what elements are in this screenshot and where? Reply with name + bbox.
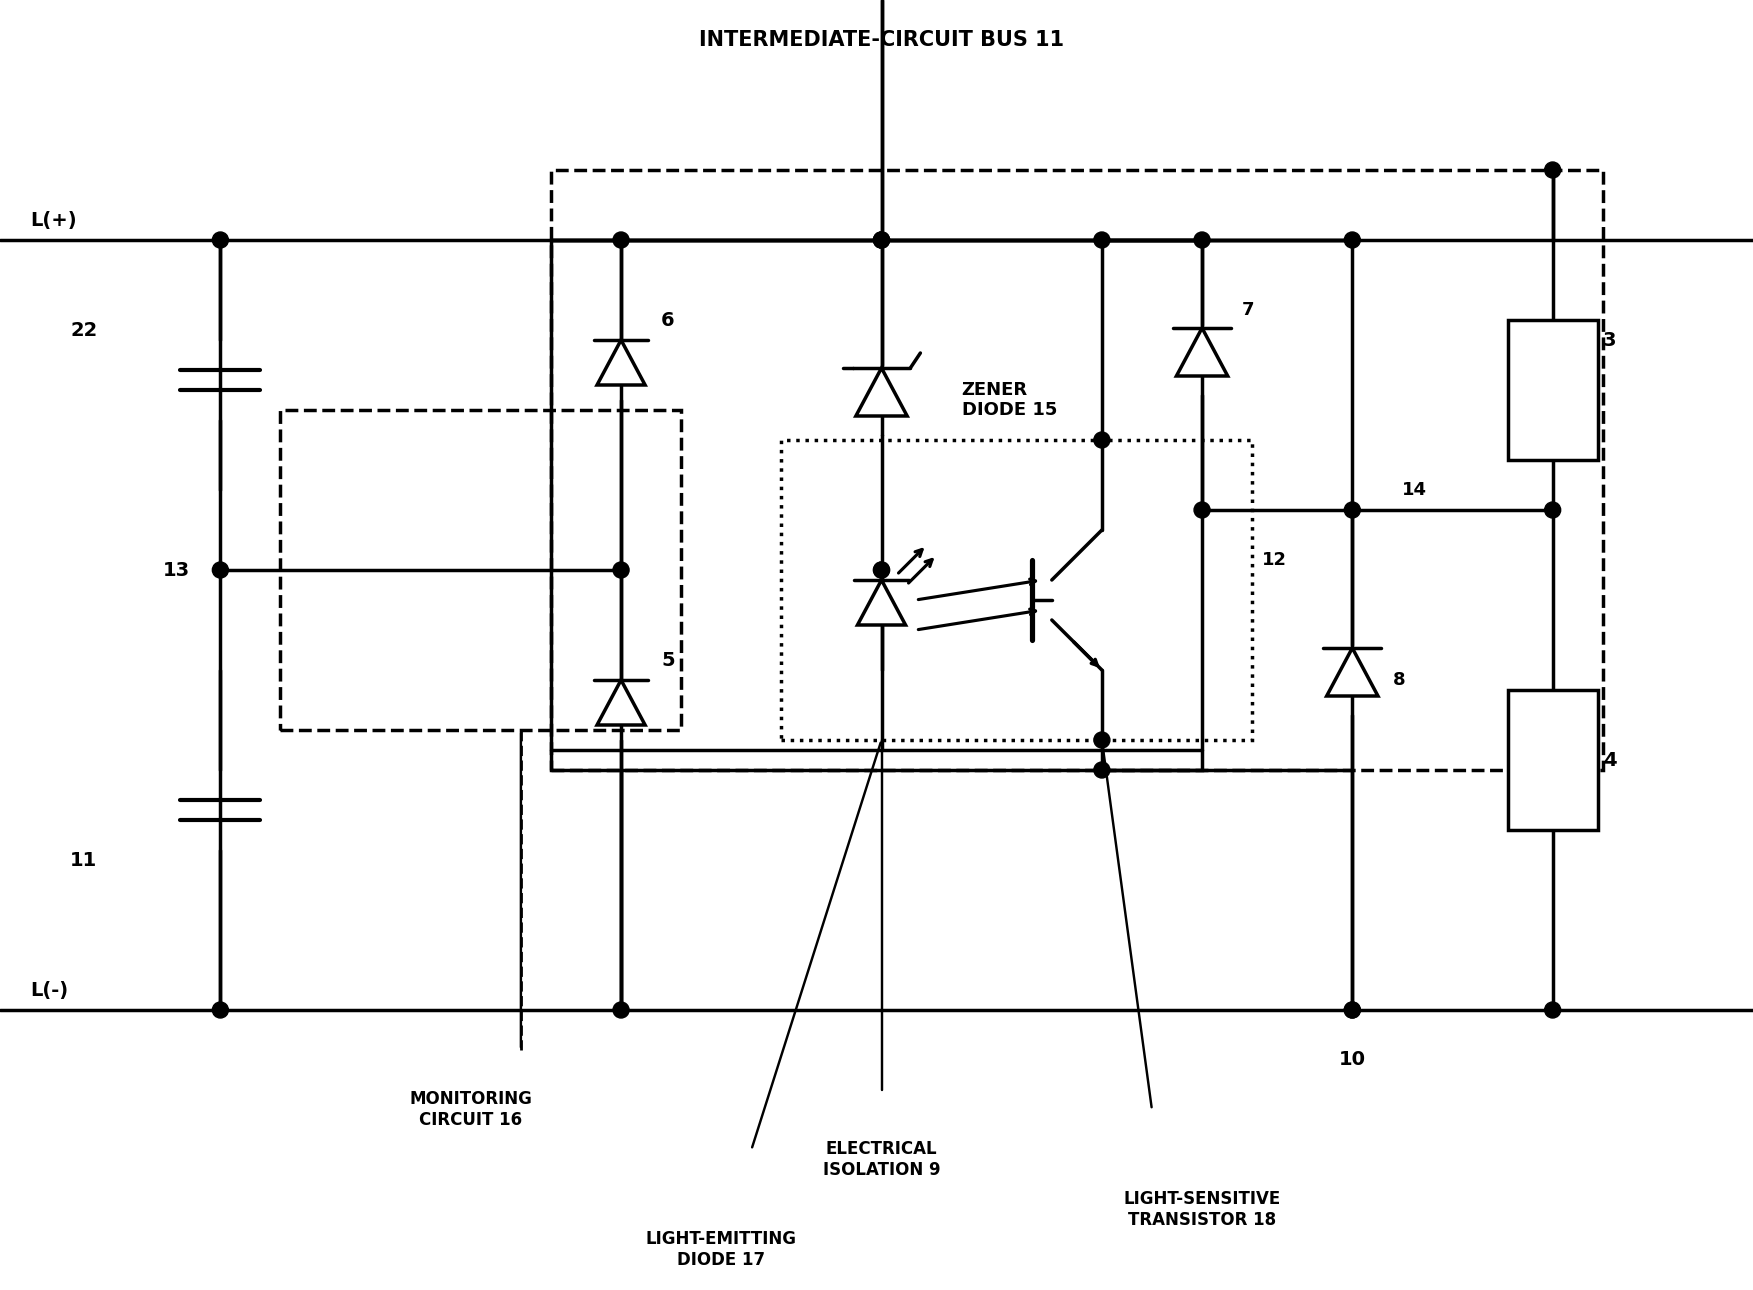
Bar — [280, 410, 682, 730]
Circle shape — [1544, 163, 1560, 178]
Text: 8: 8 — [1392, 671, 1404, 689]
Bar — [550, 170, 1602, 770]
Text: 5: 5 — [661, 650, 675, 670]
Text: 7: 7 — [1243, 301, 1255, 319]
Text: 6: 6 — [661, 311, 675, 329]
Bar — [1508, 320, 1597, 461]
Circle shape — [212, 562, 228, 578]
Bar — [1508, 690, 1597, 829]
Text: ELECTRICAL
ISOLATION 9: ELECTRICAL ISOLATION 9 — [822, 1140, 940, 1179]
Text: INTERMEDIATE-CIRCUIT BUS 11: INTERMEDIATE-CIRCUIT BUS 11 — [699, 30, 1064, 50]
Text: L(+): L(+) — [30, 212, 77, 230]
Text: 22: 22 — [70, 320, 98, 339]
Circle shape — [212, 232, 228, 248]
Polygon shape — [598, 680, 645, 725]
Circle shape — [614, 562, 629, 578]
Text: 4: 4 — [1602, 751, 1616, 770]
Text: LIGHT-EMITTING
DIODE 17: LIGHT-EMITTING DIODE 17 — [645, 1229, 796, 1269]
Circle shape — [873, 232, 889, 248]
Text: LIGHT-SENSITIVE
TRANSISTOR 18: LIGHT-SENSITIVE TRANSISTOR 18 — [1124, 1189, 1281, 1229]
Text: ZENER
DIODE 15: ZENER DIODE 15 — [962, 381, 1057, 419]
Circle shape — [1094, 731, 1110, 748]
Polygon shape — [1176, 328, 1227, 375]
Circle shape — [1094, 432, 1110, 448]
Circle shape — [1094, 762, 1110, 778]
Circle shape — [1345, 502, 1360, 519]
Circle shape — [1345, 1002, 1360, 1018]
Circle shape — [873, 232, 889, 248]
Circle shape — [1345, 1002, 1360, 1018]
Circle shape — [873, 562, 889, 578]
Bar — [550, 240, 1203, 770]
Polygon shape — [857, 580, 906, 624]
Circle shape — [1194, 232, 1210, 248]
Circle shape — [1094, 232, 1110, 248]
Circle shape — [1194, 502, 1210, 519]
Circle shape — [1544, 1002, 1560, 1018]
Text: 13: 13 — [163, 560, 191, 579]
Polygon shape — [598, 341, 645, 384]
Text: 14: 14 — [1402, 481, 1427, 499]
Circle shape — [1345, 232, 1360, 248]
Bar — [782, 440, 1252, 740]
Circle shape — [873, 562, 889, 578]
Text: 3: 3 — [1602, 330, 1616, 350]
Polygon shape — [1327, 648, 1378, 697]
Circle shape — [614, 1002, 629, 1018]
Text: MONITORING
CIRCUIT 16: MONITORING CIRCUIT 16 — [410, 1090, 533, 1129]
Circle shape — [614, 232, 629, 248]
Circle shape — [873, 232, 889, 248]
Text: 11: 11 — [70, 850, 98, 869]
Circle shape — [212, 1002, 228, 1018]
Text: L(-): L(-) — [30, 980, 68, 1000]
Polygon shape — [855, 368, 906, 415]
Circle shape — [1544, 502, 1560, 519]
Text: 10: 10 — [1339, 1050, 1366, 1069]
Text: 12: 12 — [1262, 551, 1287, 569]
